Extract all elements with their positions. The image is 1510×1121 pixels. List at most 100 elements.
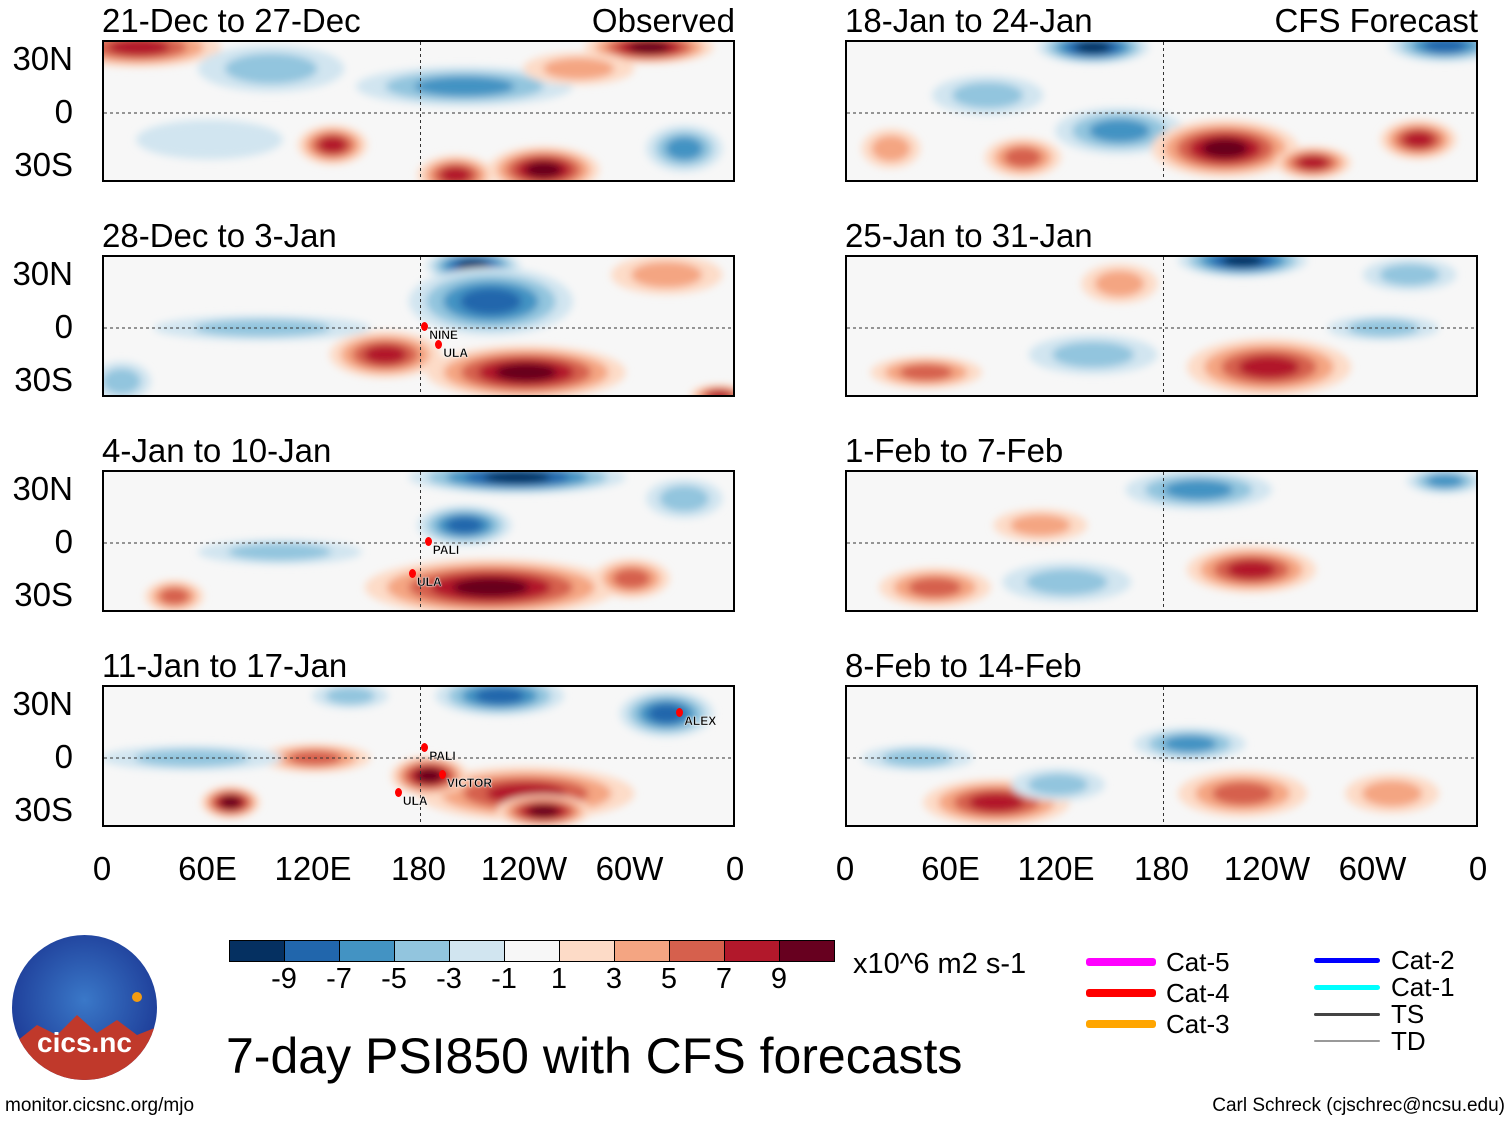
storm-track-icon <box>424 537 432 546</box>
panel-title: 21-Dec to 27-Dec <box>102 2 361 39</box>
legend-line-cat-4 <box>1086 989 1156 997</box>
anomaly-contour <box>871 135 911 162</box>
anomaly-contour <box>1164 479 1233 500</box>
colorbar-swatch <box>614 940 670 962</box>
colorbar-swatch <box>504 940 560 962</box>
colorbar-label: 7 <box>715 963 733 995</box>
legend-line-cat-1 <box>1314 984 1380 990</box>
map-panel: NINE ULA <box>102 255 735 397</box>
storm-track-icon <box>438 769 446 779</box>
lon-label: 120E <box>1017 850 1095 887</box>
storm-track-icon <box>421 322 429 331</box>
anomaly-contour <box>631 261 703 288</box>
storm-track-icon <box>435 339 443 349</box>
anomaly-contour <box>1403 131 1434 148</box>
colorbar-swatch <box>394 940 450 962</box>
lat-label: 0 <box>54 523 73 560</box>
anomaly-contour <box>1362 780 1423 807</box>
lat-label: 0 <box>54 738 73 775</box>
lon-label: 60W <box>595 850 664 887</box>
anomaly-contour <box>414 76 515 97</box>
lat-label: 30S <box>14 146 73 184</box>
colorbar-swatch <box>449 940 505 962</box>
storm-track-icon <box>408 568 416 578</box>
legend-label: Cat-5 <box>1166 947 1230 977</box>
lat-label: 30S <box>14 361 73 399</box>
anomaly-contour <box>1222 257 1264 267</box>
colorbar-swatch <box>669 940 725 962</box>
storm-label: ULA <box>416 574 442 589</box>
storm-track-icon <box>394 787 402 797</box>
anomaly-contour <box>363 345 407 365</box>
anomaly-contour <box>460 288 522 315</box>
anomaly-contour <box>440 166 471 180</box>
map-panel <box>845 685 1478 827</box>
map-panel <box>845 40 1478 182</box>
colorbar-label: -1 <box>491 963 517 995</box>
panel-title: 4-Jan to 10-Jan <box>102 432 332 469</box>
anomaly-contour <box>707 390 732 395</box>
lat-label: 30N <box>12 684 73 722</box>
lon-label: 180 <box>1133 850 1190 887</box>
colorbar-label: -7 <box>326 963 352 995</box>
anomaly-contour <box>1379 264 1440 286</box>
lon-label: 180 <box>390 850 447 887</box>
footer-url: monitor.cicsnc.org/mjo <box>5 1095 195 1116</box>
anomaly-contour <box>1052 341 1135 368</box>
lon-label: 0 <box>725 850 745 887</box>
lat-label: 0 <box>54 308 73 345</box>
lon-label: 120E <box>274 850 352 887</box>
colorbar-label: 5 <box>660 963 678 995</box>
figure-title: 7-day PSI850 with CFS forecasts <box>226 1028 963 1084</box>
storm-track-icon <box>676 707 684 717</box>
lon-label: 0 <box>835 850 855 887</box>
anomaly-contour <box>1426 474 1464 488</box>
lon-label: 60E <box>921 850 980 887</box>
anomaly-contour <box>136 119 283 160</box>
anomaly-contour <box>1089 119 1150 143</box>
legend-label: Cat-2 <box>1391 945 1455 975</box>
lat-label: 30N <box>12 254 73 292</box>
lon-label: 120W <box>480 850 568 887</box>
legend-label: Cat-4 <box>1166 978 1230 1008</box>
storm-label: PALI <box>432 543 460 557</box>
logo-text: cics.nc <box>37 1027 132 1058</box>
anomaly-contour <box>1025 569 1108 595</box>
colorbar-label: -9 <box>271 963 297 995</box>
anomaly-contour <box>416 768 443 783</box>
anomaly-contour <box>452 577 529 597</box>
lat-label: 30N <box>12 39 73 77</box>
map-panel: ALEX PALI VICTOR ULA <box>102 685 735 827</box>
anomaly-contour <box>1297 155 1329 170</box>
anomaly-contour <box>1423 42 1467 53</box>
lon-label: 120W <box>1223 850 1311 887</box>
anomaly-contour <box>108 42 170 56</box>
colorbar-units: x10^6 m2 s-1 <box>853 948 1027 980</box>
storm-label: NINE <box>429 328 458 342</box>
legend-label: Cat-3 <box>1166 1009 1230 1039</box>
colorbar-swatch <box>559 940 615 962</box>
panel-title: 18-Jan to 24-Jan <box>845 2 1093 39</box>
panel-title: 8-Feb to 14-Feb <box>845 647 1082 684</box>
lon-label: 60W <box>1338 850 1407 887</box>
anomaly-contour <box>1027 773 1089 796</box>
lat-label: 30N <box>12 469 73 507</box>
panel-tag: CFS Forecast <box>1274 2 1478 39</box>
anomaly-contour <box>1227 560 1276 580</box>
panel-title: 25-Jan to 31-Jan <box>845 217 1093 254</box>
lon-label: 0 <box>92 850 112 887</box>
anomaly-contour <box>665 137 703 160</box>
anomaly-contour <box>318 136 347 154</box>
anomaly-contour <box>325 687 375 705</box>
colorbar-swatch <box>724 940 780 962</box>
anomaly-contour <box>525 161 562 178</box>
storm-label: PALI <box>429 749 456 764</box>
anomaly-contour <box>1212 782 1273 805</box>
lat-label: 30S <box>14 791 73 829</box>
anomaly-contour <box>648 704 685 724</box>
storm-label: ALEX <box>684 713 717 728</box>
anomaly-contour <box>1201 138 1249 159</box>
anomaly-contour <box>495 363 557 382</box>
anomaly-contour <box>899 364 953 381</box>
colorbar-label: -5 <box>381 963 407 995</box>
